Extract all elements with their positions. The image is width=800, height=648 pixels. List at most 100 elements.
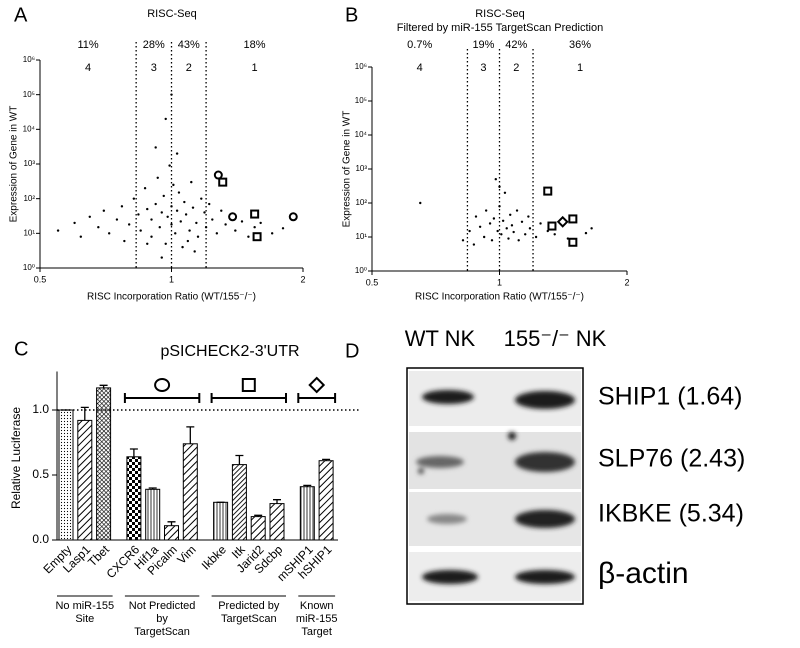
- y-tick-label: 10⁶: [23, 55, 35, 64]
- error-bar: [322, 458, 331, 461]
- point: [482, 235, 486, 239]
- point: [177, 191, 181, 194]
- bar: [58, 409, 74, 541]
- point: [193, 250, 196, 253]
- point: [168, 164, 171, 167]
- point: [162, 194, 165, 198]
- panel-letter: A: [14, 4, 28, 26]
- region-percent: 0.7%: [407, 39, 432, 51]
- point: [503, 191, 507, 194]
- point: [146, 242, 149, 245]
- y-tick-label: 0.5: [32, 467, 49, 481]
- bar: [145, 488, 161, 541]
- x-tick-label: 1: [497, 277, 502, 287]
- panel-letter: B: [345, 4, 358, 26]
- y-tick-label: 10⁰: [23, 263, 35, 272]
- point: [215, 232, 219, 235]
- y-tick-label: 10³: [355, 164, 367, 173]
- bar: [164, 525, 179, 541]
- point: [137, 213, 140, 216]
- point: [492, 217, 496, 220]
- point: [488, 222, 492, 225]
- region-label: 3: [480, 62, 486, 74]
- y-tick-label: 10⁵: [23, 90, 35, 99]
- point: [183, 200, 186, 204]
- error-bar: [148, 487, 157, 490]
- region-label: 1: [577, 62, 583, 74]
- y-tick-label: 10⁴: [23, 124, 36, 133]
- region-label: 2: [186, 62, 192, 74]
- point: [79, 235, 83, 238]
- x-tick-label: 0.5: [34, 274, 47, 284]
- group-label: Not Predicted: [129, 600, 196, 612]
- blot-row-label: SLP76 (2.43): [598, 445, 745, 473]
- group-bracket: [297, 393, 337, 403]
- highlight-point: [568, 237, 578, 247]
- point: [461, 239, 465, 242]
- region-percent: 36%: [569, 39, 591, 51]
- point: [120, 205, 124, 208]
- point: [172, 183, 175, 187]
- point: [494, 178, 497, 181]
- bar: [299, 486, 315, 541]
- point: [154, 202, 157, 206]
- point: [527, 215, 530, 218]
- point: [200, 197, 203, 200]
- highlight-point: [213, 170, 223, 180]
- highlight-point: [288, 212, 298, 222]
- error-bar: [167, 521, 176, 526]
- point: [259, 221, 262, 225]
- point: [528, 227, 532, 230]
- point: [203, 211, 206, 214]
- blot-row-label: β-actin: [598, 557, 689, 590]
- error-bar: [129, 448, 138, 457]
- highlight-point: [568, 214, 578, 224]
- panel-letter: C: [14, 338, 28, 360]
- region-label: 4: [85, 62, 91, 74]
- point: [224, 223, 227, 226]
- point: [515, 209, 519, 212]
- point: [240, 220, 244, 223]
- point: [56, 229, 60, 232]
- x-tick-label: Ikbke: [199, 542, 229, 572]
- blot-row-label: IKBKE (5.34): [598, 500, 744, 528]
- point: [484, 209, 488, 212]
- group-label: TargetScan: [134, 626, 190, 638]
- bar: [231, 464, 247, 541]
- blot-column-label: 155⁻/⁻ NK: [504, 326, 607, 351]
- error-bar: [80, 406, 89, 421]
- group-label: Known: [300, 600, 334, 612]
- point: [164, 242, 167, 245]
- point: [150, 235, 153, 238]
- point: [139, 229, 142, 232]
- point: [270, 232, 274, 235]
- region-percent: 11%: [77, 39, 98, 51]
- y-tick-label: 10¹: [23, 228, 35, 237]
- point: [234, 229, 237, 232]
- point: [517, 239, 520, 242]
- point: [590, 227, 593, 230]
- point: [181, 245, 184, 249]
- point: [160, 256, 163, 259]
- point: [498, 205, 501, 208]
- point: [158, 226, 161, 229]
- point: [186, 239, 190, 243]
- group-label: by: [156, 613, 168, 625]
- group-label: TargetScan: [221, 613, 277, 625]
- point: [510, 224, 514, 227]
- region-label: 4: [417, 62, 423, 74]
- point: [160, 211, 163, 214]
- x-tick-label: 2: [300, 274, 305, 284]
- group-marker: [241, 378, 256, 392]
- point: [500, 233, 503, 236]
- point: [496, 229, 499, 233]
- point: [512, 230, 515, 234]
- point: [501, 219, 505, 222]
- point: [97, 226, 100, 229]
- point: [208, 202, 211, 206]
- point: [123, 239, 126, 243]
- region-percent: 18%: [244, 39, 266, 51]
- point: [88, 215, 91, 218]
- point: [498, 185, 501, 188]
